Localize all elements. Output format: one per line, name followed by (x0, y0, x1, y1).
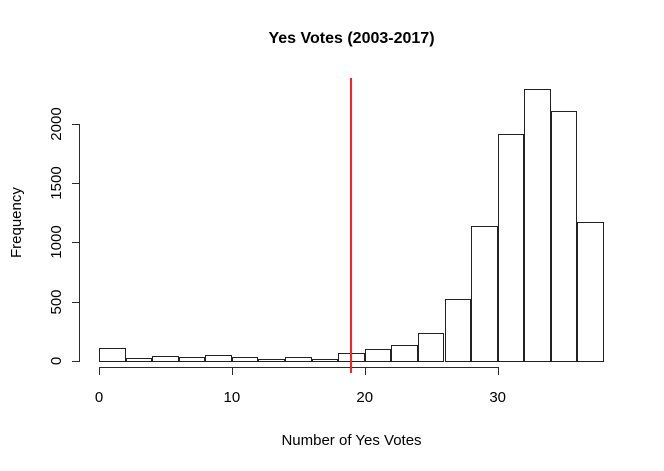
y-axis-line (79, 123, 80, 362)
chart-title: Yes Votes (2003-2017) (268, 30, 435, 47)
reference-line (350, 78, 353, 373)
y-tick-label: 500 (48, 289, 65, 315)
histogram-bar (178, 357, 206, 362)
histogram-bar (205, 355, 232, 362)
x-tick-label: 30 (489, 389, 506, 406)
histogram-bar (497, 134, 525, 362)
y-tick-label: 2000 (48, 107, 65, 141)
y-axis-title: Frequency (8, 187, 25, 258)
y-axis-tick (72, 183, 79, 185)
histogram-bar (524, 89, 551, 362)
histogram-bar (258, 358, 286, 362)
y-axis-tick (72, 123, 79, 125)
histogram-bar (285, 357, 312, 362)
histogram-bar (577, 222, 604, 362)
y-axis-tick (72, 242, 79, 244)
y-tick-label: 1500 (48, 166, 65, 200)
histogram-bar (550, 110, 578, 362)
histogram-bar (152, 356, 179, 362)
histogram-bar (417, 332, 445, 362)
y-tick-label: 1000 (48, 225, 65, 260)
x-tick-label: 0 (94, 389, 104, 406)
y-tick-label: 0 (48, 356, 65, 366)
histogram-bar (99, 347, 126, 362)
histogram-bar (364, 349, 392, 362)
histogram-bar (311, 358, 339, 362)
histogram-bar (471, 225, 498, 362)
histogram-bar (231, 357, 259, 362)
x-tick-label: 20 (356, 389, 374, 406)
y-axis-tick (72, 361, 79, 362)
x-axis-tick (99, 367, 100, 375)
x-axis-tick (497, 367, 499, 375)
histogram-bar (444, 299, 472, 362)
y-axis-tick (72, 301, 79, 303)
x-axis-tick (364, 367, 366, 375)
histogram-bar (125, 358, 153, 362)
x-axis-title: Number of Yes Votes (281, 432, 422, 449)
x-axis-line (99, 367, 499, 368)
x-axis-tick (231, 367, 233, 375)
x-tick-label: 10 (223, 389, 241, 406)
histogram-bar (391, 344, 418, 362)
